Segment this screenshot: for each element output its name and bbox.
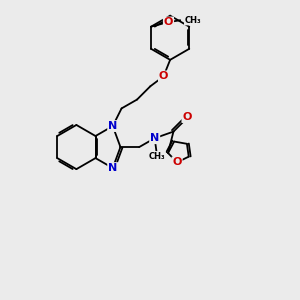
Text: CH₃: CH₃ xyxy=(185,16,201,25)
Text: O: O xyxy=(172,157,182,167)
Text: N: N xyxy=(108,163,117,173)
Text: O: O xyxy=(159,71,168,81)
Text: CH₃: CH₃ xyxy=(148,152,165,161)
Text: N: N xyxy=(108,121,117,131)
Text: N: N xyxy=(150,133,159,143)
Text: O: O xyxy=(164,17,173,27)
Text: O: O xyxy=(182,112,192,122)
